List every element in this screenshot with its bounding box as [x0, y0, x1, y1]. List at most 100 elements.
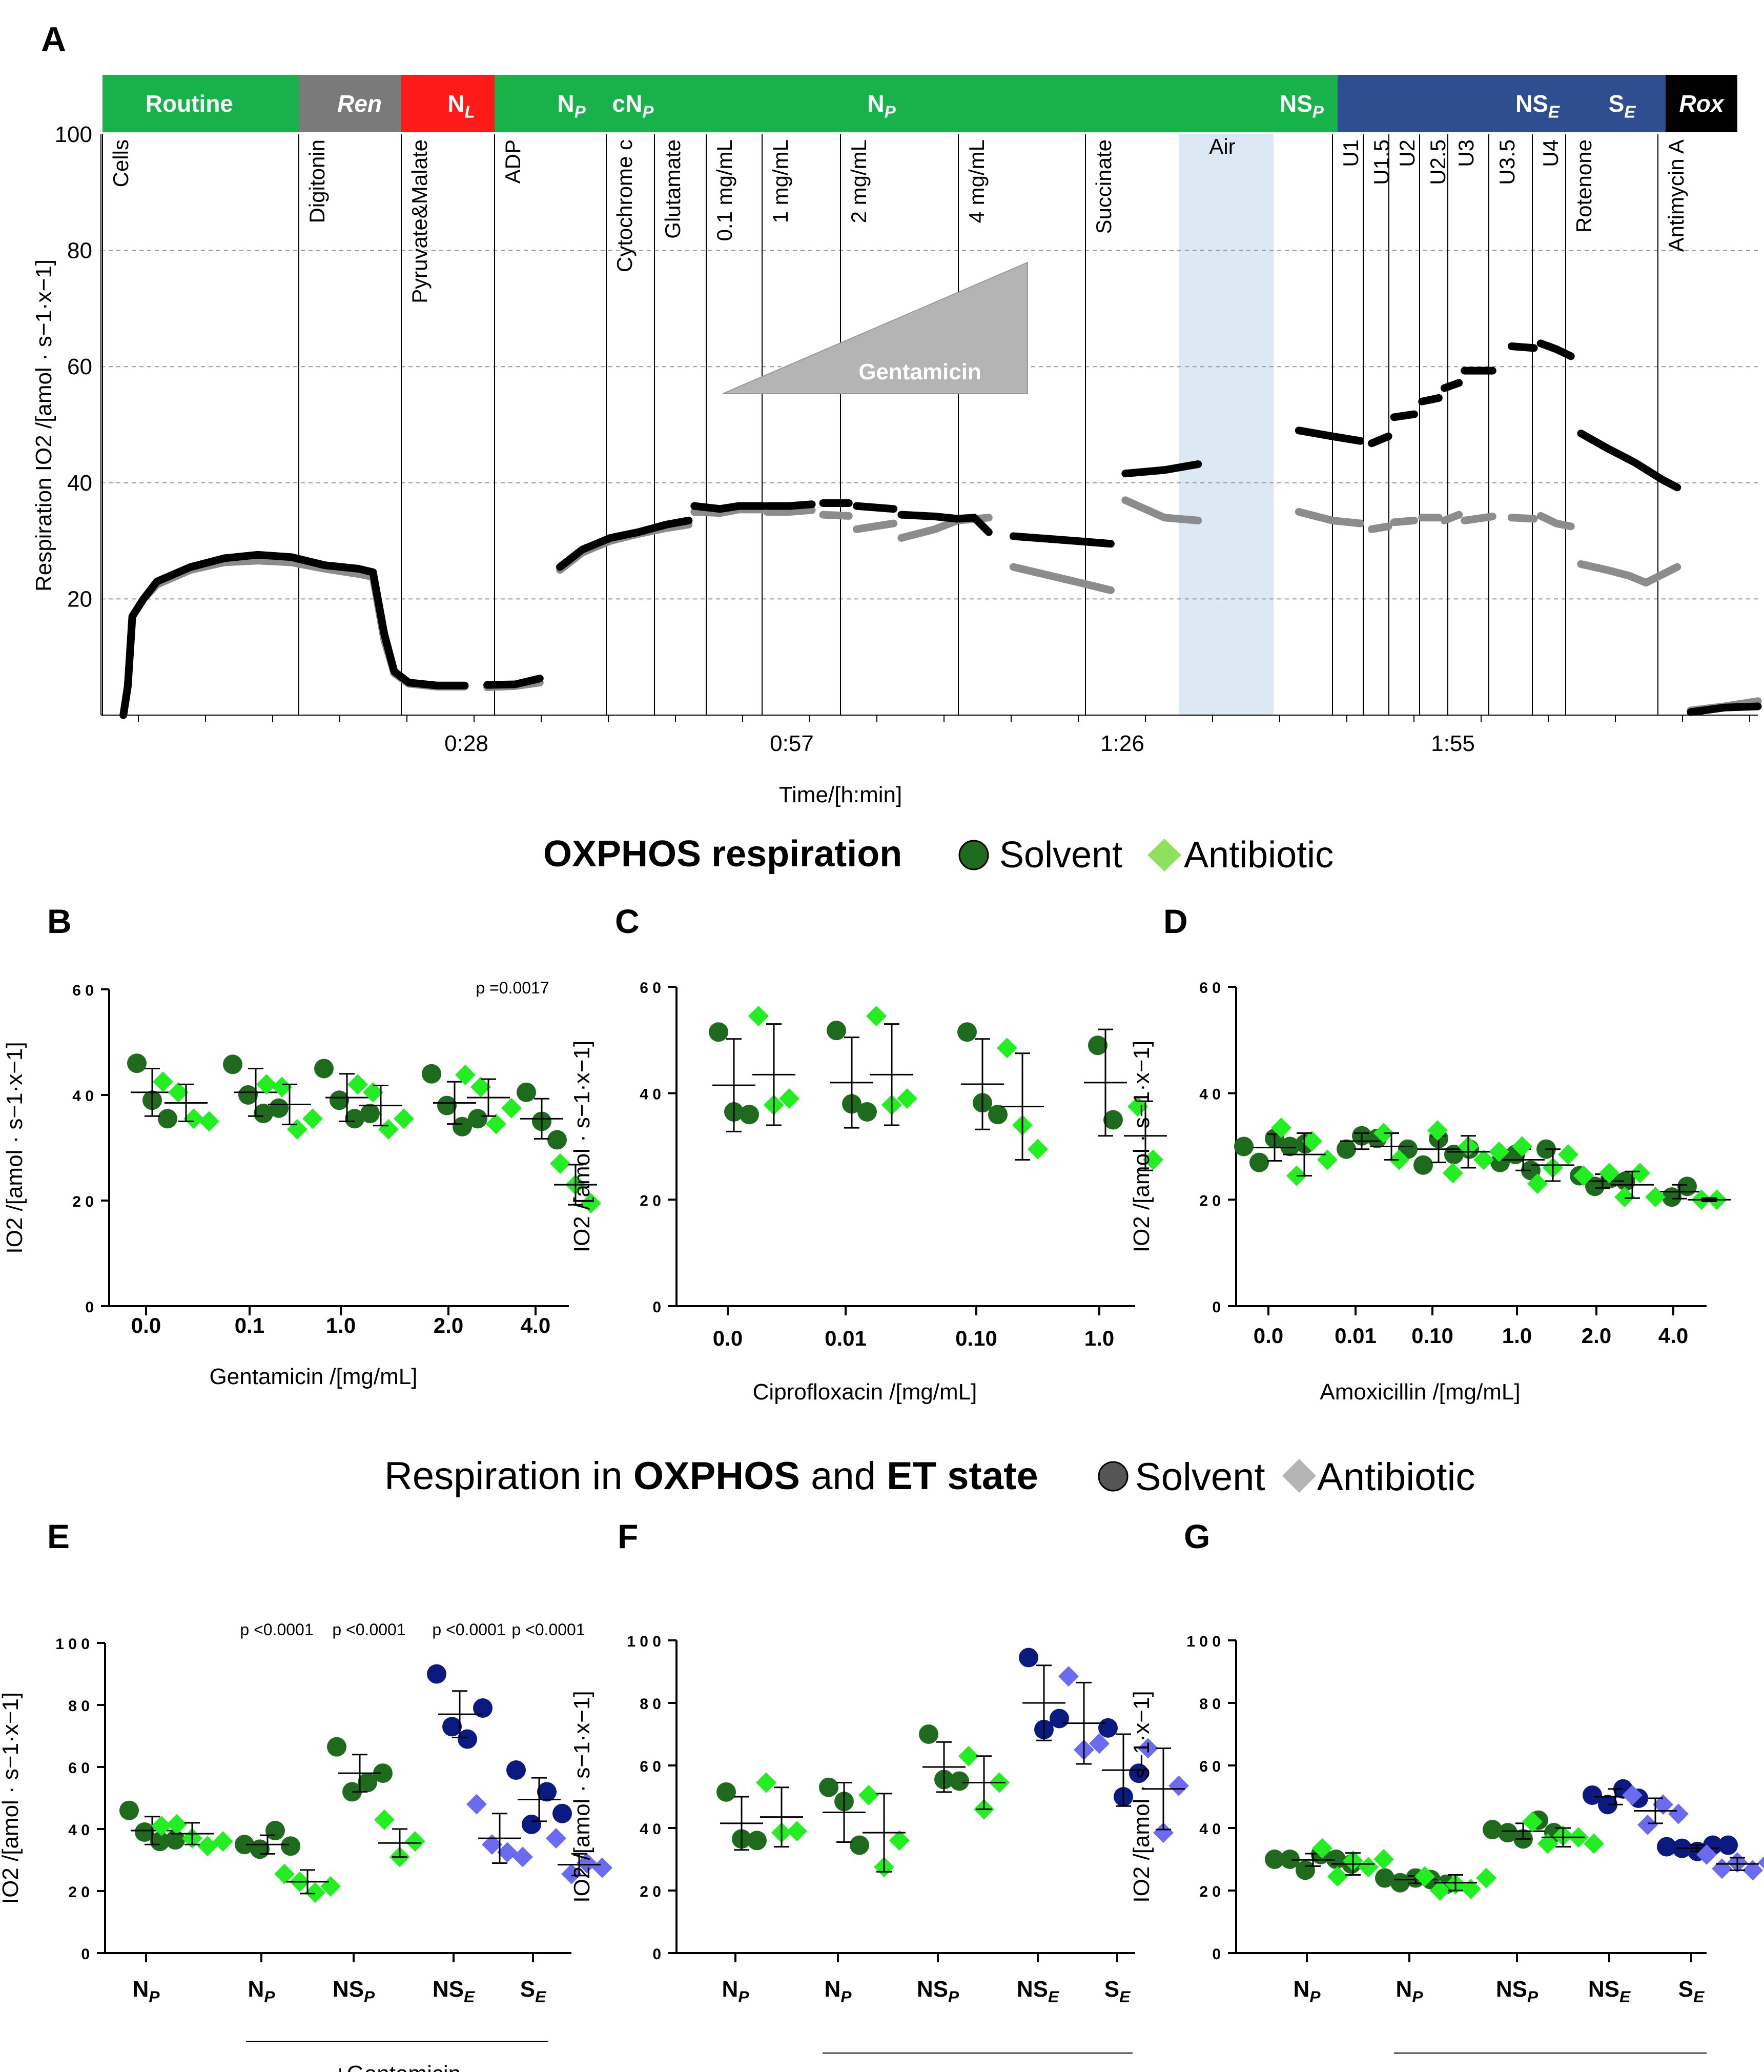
point-solvent: [537, 1782, 557, 1802]
point-solvent: [330, 1090, 349, 1110]
point-antibiotic: [1696, 1844, 1717, 1865]
point-antibiotic: [272, 1076, 292, 1098]
p-value: p <0.0001: [511, 1620, 585, 1639]
x-tick-label: NP: [825, 1977, 852, 2006]
state-label-9: Rox: [1679, 90, 1725, 117]
point-antibiotic: [274, 1863, 295, 1884]
state-label-5: NP: [867, 90, 896, 122]
titration-label: 4 mg/mL: [965, 139, 989, 223]
point-solvent: [254, 1104, 273, 1124]
label-main: NS: [1280, 90, 1312, 117]
y-tick-label: 6 0: [68, 1760, 90, 1777]
y-tick-label: 1 0 0: [1186, 1633, 1221, 1650]
label-sub: P: [1412, 1987, 1423, 2006]
legend-title-part: OXPHOS: [633, 1454, 800, 1498]
y-tick-label: 0: [652, 1946, 661, 1963]
point-antibiotic: [1522, 1811, 1543, 1832]
trace-solvent: [119, 551, 469, 719]
point-solvent: [468, 1109, 487, 1129]
x-tick-label: 1.0: [326, 1313, 356, 1337]
label-main: Rox: [1679, 90, 1725, 117]
trace-solvent: [1418, 394, 1443, 405]
titration-label: U3.5: [1495, 139, 1519, 185]
trace-solvent: [1577, 430, 1681, 492]
point-antibiotic: [592, 1857, 612, 1878]
label-main: S: [520, 1977, 535, 2002]
point-antibiotic: [1599, 1163, 1619, 1184]
point-solvent: [422, 1064, 441, 1084]
x-tick-label: 0.10: [955, 1326, 997, 1350]
label-sub: E: [1119, 1987, 1131, 2006]
panel-d: D 0 2 0 4 0 6 0 IO2 /[amol · s−1·x−1] 0.0 0.01 0…: [1129, 902, 1731, 1405]
state-label-4: cNP: [612, 90, 654, 122]
x-tick-label: SE: [520, 1977, 546, 2006]
trace-antibiotic: [1009, 563, 1115, 594]
y-tick-label: 2 0: [1199, 1883, 1221, 1900]
trace-solvent: [897, 511, 993, 536]
trace-solvent: [1390, 410, 1418, 421]
point-antibiotic: [561, 1863, 582, 1884]
point-solvent: [988, 1105, 1008, 1125]
label-main: S: [1609, 90, 1625, 117]
label-sub: P: [264, 1987, 275, 2006]
y-tick-label: 0: [1212, 1946, 1221, 1963]
point-solvent: [327, 1737, 346, 1757]
legend-marker-antibiotic: [1282, 1459, 1316, 1493]
label-main: S: [1104, 1977, 1119, 2002]
label-main: NS: [917, 1977, 948, 2002]
state-bar-7: [1338, 75, 1535, 132]
point-solvent: [1129, 1763, 1148, 1783]
point-solvent: [522, 1814, 541, 1834]
legend-item-antibiotic: Antibiotic: [1317, 1455, 1475, 1499]
point-antibiotic: [1668, 1803, 1689, 1824]
label-main: N: [825, 1977, 841, 2002]
point-solvent: [238, 1085, 258, 1105]
label-main: Ren: [337, 90, 382, 117]
trace-solvent: [1687, 702, 1762, 716]
panel-e: E 0 2 0 4 0 6 0 8 0 1 0 0 IO2 /[amol · s−1·x−1]…: [0, 1517, 612, 2072]
label-sub: P: [1309, 1987, 1321, 2006]
point-solvent: [716, 1782, 736, 1802]
trace-antibiotic: [853, 519, 898, 533]
point-solvent: [1265, 1850, 1284, 1869]
trace-solvent: [1367, 432, 1392, 448]
y-tick-label: 6 0: [1199, 980, 1221, 997]
label-sub: P: [149, 1987, 160, 2006]
panel-g: G 0 2 0 4 0 6 0 8 0 1 0 0 IO2 /[amol · s−1·x−1]…: [1129, 1517, 1764, 2054]
point-antibiotic: [577, 1853, 597, 1874]
x-tick-label: NP: [248, 1977, 276, 2006]
point-solvent: [1280, 1850, 1300, 1869]
point-antibiotic: [363, 1082, 383, 1103]
point-antibiotic: [546, 1828, 566, 1849]
point-antibiotic: [1476, 1867, 1496, 1888]
label-main: NS: [1588, 1977, 1619, 2002]
point-solvent: [1718, 1835, 1738, 1855]
y-tick-label: 4 0: [1199, 1086, 1221, 1103]
trace-solvent: [853, 502, 898, 513]
x-tick-label: NSE: [433, 1977, 475, 2006]
label-sub: P: [1527, 1987, 1539, 2006]
point-solvent: [1019, 1648, 1038, 1668]
point-antibiotic: [466, 1794, 487, 1815]
point-antibiotic: [1637, 1814, 1658, 1835]
trace-antibiotic: [1536, 512, 1575, 531]
panel-f: F 0 2 0 4 0 6 0 8 0 1 0 0 IO2 /[amol · s−1·x−1]…: [569, 1517, 1189, 2054]
point-antibiotic: [787, 1821, 807, 1842]
panel-label-d: D: [1163, 902, 1188, 940]
label-sub: E: [464, 1987, 475, 2006]
point-solvent: [360, 1104, 380, 1124]
point-antibiotic: [497, 1842, 518, 1863]
point-antibiotic: [858, 1784, 879, 1805]
point-solvent: [166, 1830, 185, 1850]
titration-label: ADP: [501, 139, 525, 184]
panel-label-b: B: [47, 902, 72, 940]
point-solvent: [250, 1839, 270, 1859]
point-antibiotic: [1758, 1856, 1764, 1869]
point-solvent: [517, 1082, 536, 1102]
point-solvent: [1375, 1868, 1394, 1888]
point-antibiotic: [1653, 1794, 1673, 1815]
state-label-2: NL: [447, 90, 475, 122]
point-solvent: [1498, 1823, 1517, 1843]
label-main: N: [867, 90, 884, 117]
